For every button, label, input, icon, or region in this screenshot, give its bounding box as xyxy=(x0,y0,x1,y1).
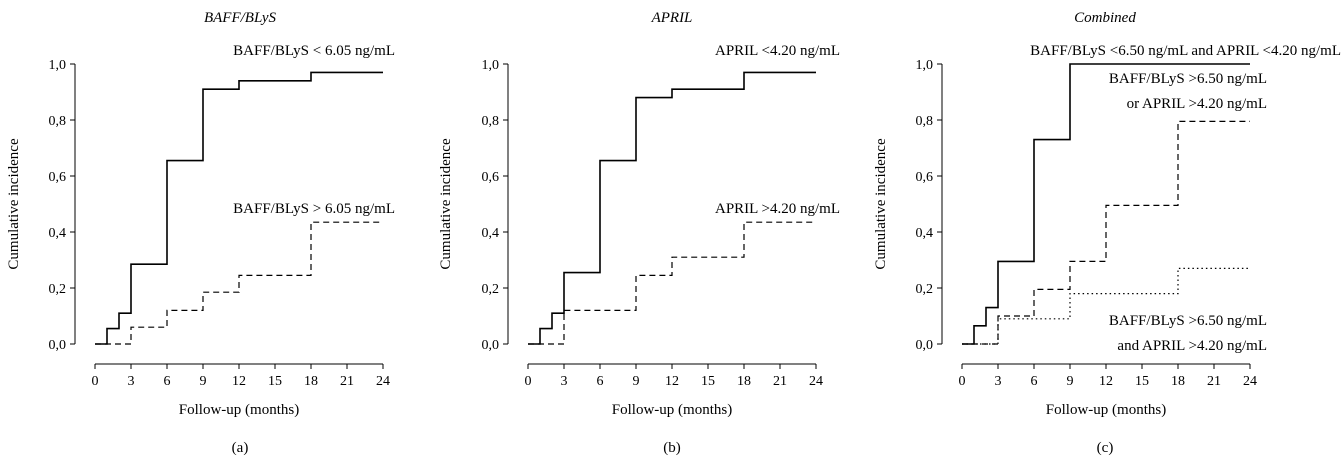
chart-panel-b: 0,0 0,2 0,4 0,6 0,8 1,0 0 3 6 9 12 15 18 21 24 Follow-u… xyxy=(438,10,840,456)
x-axis-label: Follow-up (months) xyxy=(179,402,299,418)
y-tick-label: 0,8 xyxy=(49,114,67,129)
x-tick-label: 0 xyxy=(525,374,532,389)
x-tick-label: 9 xyxy=(633,374,640,389)
y-tick-label: 0,4 xyxy=(49,226,67,241)
x-tick-label: 18 xyxy=(1171,374,1185,389)
y-axis-label: Cumulative incidence xyxy=(873,138,889,270)
series-line-solid xyxy=(95,71,383,345)
panel-title: BAFF/BLyS xyxy=(204,10,277,26)
x-tick-label: 9 xyxy=(200,374,207,389)
series-annotation: APRIL >4.20 ng/mL xyxy=(715,201,840,217)
x-tick-label: 0 xyxy=(959,374,966,389)
chart-panel-a: 0,0 0,2 0,4 0,6 0,8 1,0 0 3 6 9 12 15 18 21 24 Follow-u… xyxy=(6,10,395,456)
y-tick-label: 0,8 xyxy=(482,114,500,129)
y-tick-label: 0,2 xyxy=(49,282,67,297)
series-line-dashed xyxy=(962,120,1250,345)
panel-label: (c) xyxy=(1097,440,1114,456)
x-tick-label: 12 xyxy=(232,374,246,389)
x-tick-label: 24 xyxy=(376,374,390,389)
y-tick-label: 0,0 xyxy=(49,338,67,353)
y-axis-label: Cumulative incidence xyxy=(438,138,454,270)
series-line-dashed xyxy=(528,221,816,345)
x-tick-label: 3 xyxy=(561,374,568,389)
y-tick-label: 0,6 xyxy=(916,170,934,185)
panel-title: APRIL xyxy=(651,10,693,26)
panel-title: Combined xyxy=(1074,10,1136,26)
y-tick-label: 0,8 xyxy=(916,114,934,129)
y-tick-label: 1,0 xyxy=(49,58,67,73)
series-annotation: BAFF/BLyS > 6.05 ng/mL xyxy=(233,201,395,217)
y-tick-label: 0,6 xyxy=(482,170,500,185)
chart-panel-c: 0,0 0,2 0,4 0,6 0,8 1,0 0 3 6 9 12 15 18 21 24 Follow-u… xyxy=(873,10,1341,456)
y-axis-label: Cumulative incidence xyxy=(6,138,22,270)
x-tick-label: 12 xyxy=(665,374,679,389)
x-tick-label: 3 xyxy=(995,374,1002,389)
x-tick-label: 21 xyxy=(340,374,354,389)
x-tick-label: 0 xyxy=(92,374,99,389)
y-tick-label: 0,0 xyxy=(916,338,934,353)
y-tick-label: 1,0 xyxy=(482,58,500,73)
x-tick-label: 15 xyxy=(1135,374,1149,389)
series-line-solid xyxy=(962,63,1250,345)
x-tick-label: 21 xyxy=(1207,374,1221,389)
x-tick-label: 18 xyxy=(737,374,751,389)
series-annotation: BAFF/BLyS >6.50 ng/mL xyxy=(1109,313,1267,329)
x-tick-label: 6 xyxy=(597,374,604,389)
panel-label: (a) xyxy=(232,440,249,456)
x-axis-label: Follow-up (months) xyxy=(1046,402,1166,418)
y-tick-label: 0,6 xyxy=(49,170,67,185)
x-tick-label: 9 xyxy=(1067,374,1074,389)
series-line-dashed xyxy=(95,221,383,345)
x-tick-label: 3 xyxy=(128,374,135,389)
x-tick-label: 6 xyxy=(1031,374,1038,389)
series-annotation: APRIL <4.20 ng/mL xyxy=(715,43,840,59)
y-tick-label: 1,0 xyxy=(916,58,934,73)
panel-label: (b) xyxy=(663,440,681,456)
series-annotation: BAFF/BLyS < 6.05 ng/mL xyxy=(233,43,395,59)
y-tick-label: 0,2 xyxy=(916,282,934,297)
x-tick-label: 24 xyxy=(1243,374,1257,389)
x-tick-label: 18 xyxy=(304,374,318,389)
x-tick-label: 12 xyxy=(1099,374,1113,389)
x-tick-label: 6 xyxy=(164,374,171,389)
x-tick-label: 21 xyxy=(773,374,787,389)
series-line-dotted xyxy=(962,267,1250,345)
series-annotation: BAFF/BLyS <6.50 ng/mL and APRIL <4.20 ng… xyxy=(1030,43,1341,59)
x-tick-label: 15 xyxy=(701,374,715,389)
x-axis-label: Follow-up (months) xyxy=(612,402,732,418)
series-annotation: and APRIL >4.20 ng/mL xyxy=(1117,338,1267,354)
y-tick-label: 0,4 xyxy=(482,226,500,241)
series-annotation: or APRIL >4.20 ng/mL xyxy=(1127,96,1267,112)
y-tick-label: 0,2 xyxy=(482,282,500,297)
series-line-solid xyxy=(528,71,816,345)
series-annotation: BAFF/BLyS >6.50 ng/mL xyxy=(1109,71,1267,87)
x-tick-label: 24 xyxy=(809,374,823,389)
y-tick-label: 0,4 xyxy=(916,226,934,241)
x-tick-label: 15 xyxy=(268,374,282,389)
y-tick-label: 0,0 xyxy=(482,338,500,353)
